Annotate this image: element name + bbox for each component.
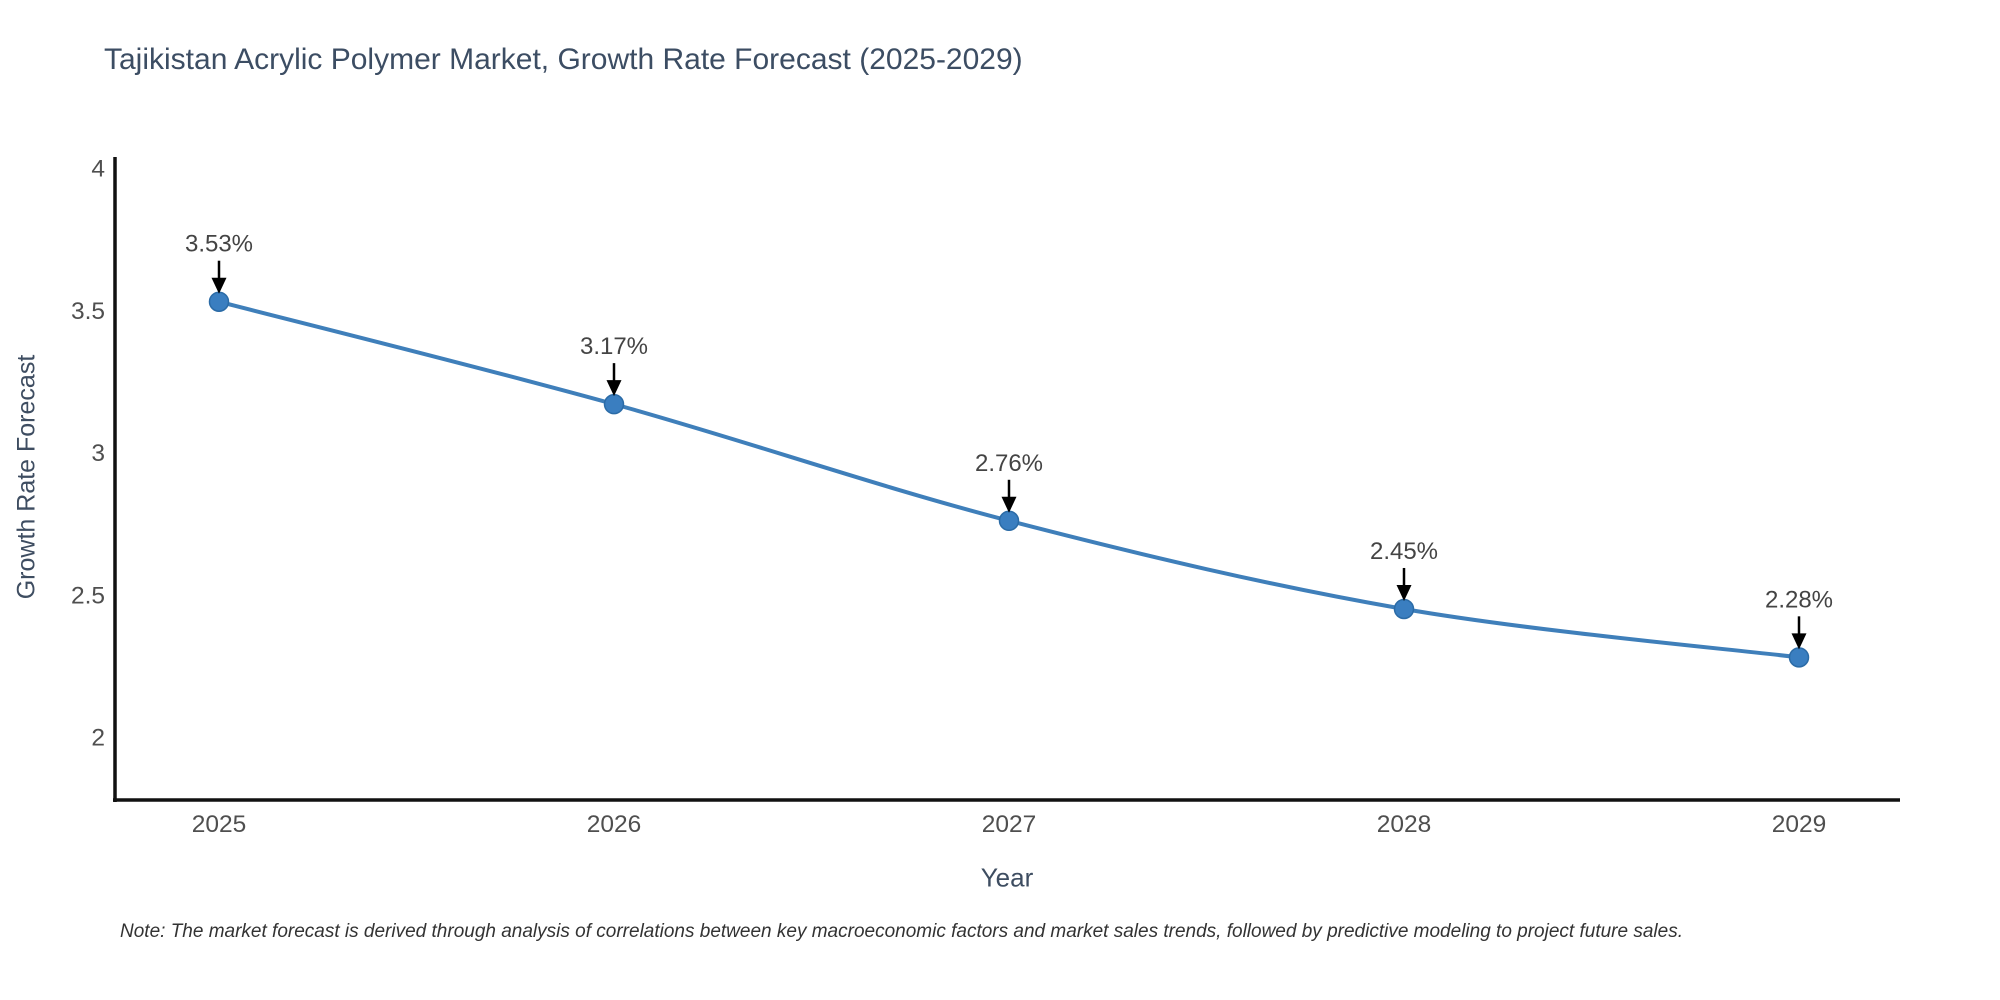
data-point-marker	[1788, 647, 1810, 668]
annotation-label: 2.76%	[975, 450, 1043, 477]
y-tick-label: 2.5	[71, 582, 105, 609]
y-tick-label: 3	[91, 440, 105, 467]
y-tick-label: 2	[91, 725, 105, 752]
annotation-arrow-head	[1001, 496, 1017, 513]
chart-title: Tajikistan Acrylic Polymer Market, Growt…	[104, 43, 1023, 76]
y-tick-label: 4	[91, 156, 105, 183]
x-tick-label: 2027	[982, 811, 1037, 838]
x-tick-label: 2029	[1772, 811, 1827, 838]
annotation-label: 2.45%	[1370, 538, 1438, 565]
y-tick-label: 3.5	[71, 298, 105, 325]
annotation-arrow-head	[1396, 584, 1412, 601]
x-tick-label: 2026	[587, 811, 642, 838]
x-axis-title: Year	[980, 862, 1034, 893]
annotation-arrow-head	[606, 380, 622, 397]
data-point-marker	[603, 393, 625, 415]
annotation-label: 2.28%	[1765, 586, 1833, 613]
data-point-marker	[998, 510, 1020, 532]
data-point-marker	[208, 291, 230, 312]
annotation-label: 3.53%	[185, 231, 253, 258]
annotation-label: 3.17%	[580, 333, 648, 360]
x-tick-label: 2025	[192, 811, 247, 838]
annotation-arrow-head	[211, 277, 227, 294]
annotation-arrow-head	[1791, 633, 1807, 650]
footnote: Note: The market forecast is derived thr…	[120, 921, 1683, 942]
x-tick-label: 2028	[1377, 811, 1432, 838]
y-axis-title: Growth Rate Forecast	[12, 354, 41, 600]
data-point-marker	[1393, 598, 1415, 620]
trend-line	[217, 299, 1801, 660]
